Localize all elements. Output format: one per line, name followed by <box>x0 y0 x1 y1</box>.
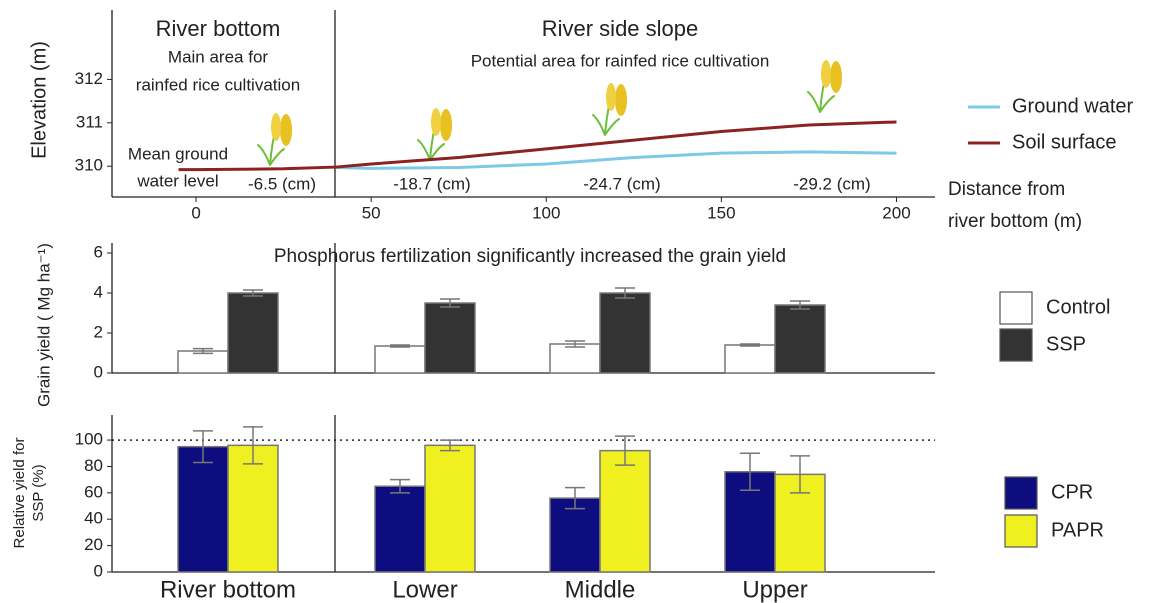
bar <box>725 345 775 373</box>
bar <box>600 451 650 572</box>
annotation: Potential area for rainfed rice cultivat… <box>471 51 770 70</box>
bar <box>425 445 475 572</box>
y-tick-label: 0 <box>94 362 103 381</box>
legend-label: Control <box>1046 296 1110 318</box>
legend-label: SSP <box>1046 333 1086 355</box>
panel-title: Phosphorus fertilization significantly i… <box>274 246 786 267</box>
legend-swatch <box>1000 329 1032 361</box>
y-tick-label: 100 <box>75 430 103 449</box>
bar <box>550 344 600 373</box>
y-tick-label: 6 <box>94 242 103 261</box>
bar <box>228 293 278 373</box>
y-tick-label: 80 <box>84 456 103 475</box>
y-axis-label: Relative yield for <box>11 438 28 549</box>
x-tick-label: Upper <box>742 576 807 603</box>
y-tick-label: 40 <box>84 509 103 528</box>
bar <box>178 447 228 572</box>
annotation: -24.7 (cm) <box>583 174 660 193</box>
x-axis-label: river bottom (m) <box>948 211 1082 232</box>
x-axis-label: Distance from <box>948 179 1065 200</box>
legend-label: CPR <box>1051 481 1093 503</box>
y-tick-label: 310 <box>75 156 103 175</box>
figure: 310 311 312 Elevation (m) River bottom Main a… <box>0 0 1164 603</box>
bar <box>375 346 425 373</box>
bar <box>775 305 825 373</box>
bar <box>600 293 650 373</box>
annotation: -18.7 (cm) <box>393 174 470 193</box>
legend-label: Soil surface <box>1012 131 1117 153</box>
annotation: water level <box>136 171 218 190</box>
y-tick-label: 60 <box>84 482 103 501</box>
x-tick-label: 200 <box>882 203 910 222</box>
bar <box>425 303 475 373</box>
legend-swatch <box>1005 477 1037 509</box>
y-tick-label: 20 <box>84 535 103 554</box>
bar <box>178 351 228 373</box>
x-tick-label: River bottom <box>160 576 296 603</box>
legend-swatch <box>1005 515 1037 547</box>
annotation: -6.5 (cm) <box>248 174 316 193</box>
y-axis-label: SSP (%) <box>30 464 47 521</box>
x-tick-label: 0 <box>191 203 200 222</box>
y-tick-label: 312 <box>75 69 103 88</box>
legend-label: Ground water <box>1012 95 1134 117</box>
y-axis-label: Grain yield ( Mg ha⁻¹) <box>34 243 53 407</box>
annotation: -29.2 (cm) <box>793 174 870 193</box>
x-tick-label: 50 <box>362 203 381 222</box>
annotation: River side slope <box>542 16 699 41</box>
y-tick-label: 2 <box>94 322 103 341</box>
x-tick-label: Middle <box>565 576 636 603</box>
y-tick-label: 311 <box>76 112 103 131</box>
annotation: River bottom <box>156 16 281 41</box>
y-tick-label: 0 <box>94 561 103 580</box>
bar <box>375 486 425 572</box>
annotation: Main area for <box>168 47 268 66</box>
legend-swatch <box>1000 292 1032 324</box>
y-tick-label: 4 <box>94 282 103 301</box>
annotation: rainfed rice cultivation <box>136 75 300 94</box>
x-tick-label: 100 <box>532 203 560 222</box>
y-axis-label: Elevation (m) <box>28 41 50 159</box>
x-tick-label: Lower <box>392 576 457 603</box>
x-tick-label: 150 <box>707 203 735 222</box>
annotation: Mean ground <box>128 144 228 163</box>
legend-label: PAPR <box>1051 519 1104 541</box>
